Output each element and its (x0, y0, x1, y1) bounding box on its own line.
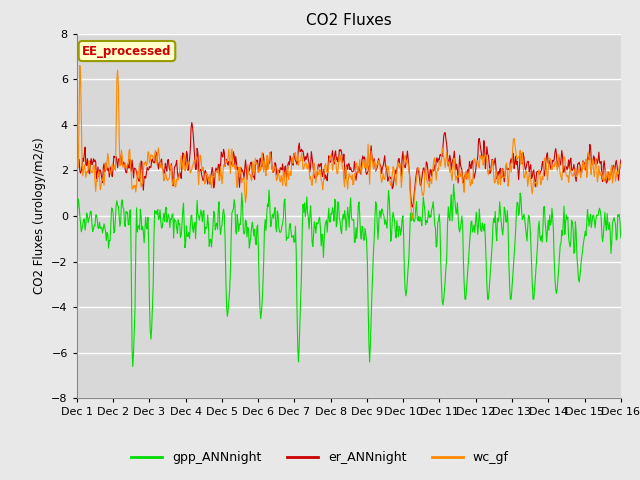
Y-axis label: CO2 Fluxes (urology/m2/s): CO2 Fluxes (urology/m2/s) (33, 138, 45, 294)
Title: CO2 Fluxes: CO2 Fluxes (306, 13, 392, 28)
Text: EE_processed: EE_processed (82, 45, 172, 58)
Legend: gpp_ANNnight, er_ANNnight, wc_gf: gpp_ANNnight, er_ANNnight, wc_gf (126, 446, 514, 469)
